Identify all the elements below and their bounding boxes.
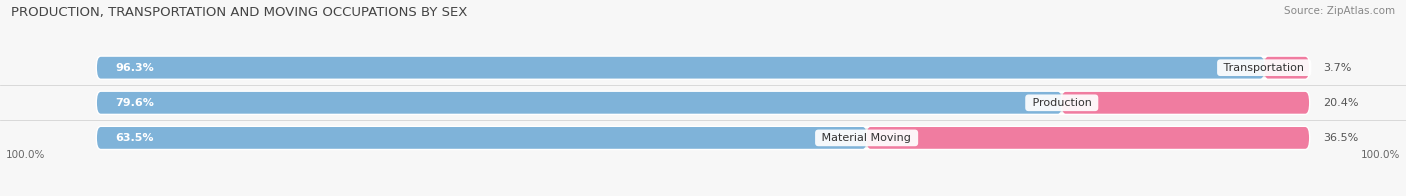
FancyBboxPatch shape xyxy=(1062,92,1309,114)
Text: Source: ZipAtlas.com: Source: ZipAtlas.com xyxy=(1284,6,1395,16)
FancyBboxPatch shape xyxy=(97,57,1264,79)
FancyBboxPatch shape xyxy=(97,127,1309,149)
Text: PRODUCTION, TRANSPORTATION AND MOVING OCCUPATIONS BY SEX: PRODUCTION, TRANSPORTATION AND MOVING OC… xyxy=(11,6,468,19)
FancyBboxPatch shape xyxy=(97,92,1062,114)
Text: Production: Production xyxy=(1029,98,1095,108)
FancyBboxPatch shape xyxy=(1264,57,1309,79)
Text: 63.5%: 63.5% xyxy=(115,133,153,143)
Text: 36.5%: 36.5% xyxy=(1323,133,1358,143)
Text: 100.0%: 100.0% xyxy=(6,150,45,160)
Text: 100.0%: 100.0% xyxy=(1361,150,1400,160)
Text: 96.3%: 96.3% xyxy=(115,63,153,73)
Text: 3.7%: 3.7% xyxy=(1323,63,1353,73)
FancyBboxPatch shape xyxy=(866,127,1309,149)
Text: Material Moving: Material Moving xyxy=(818,133,915,143)
FancyBboxPatch shape xyxy=(97,57,1309,79)
FancyBboxPatch shape xyxy=(97,127,866,149)
Text: Transportation: Transportation xyxy=(1220,63,1308,73)
Text: 20.4%: 20.4% xyxy=(1323,98,1360,108)
FancyBboxPatch shape xyxy=(97,92,1309,114)
Text: 79.6%: 79.6% xyxy=(115,98,155,108)
